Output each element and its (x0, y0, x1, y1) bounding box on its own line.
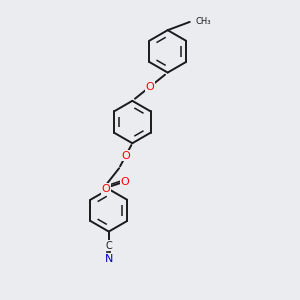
Text: C: C (105, 241, 112, 251)
Text: N: N (105, 254, 113, 264)
Text: CH₃: CH₃ (195, 16, 211, 26)
Text: O: O (146, 82, 154, 92)
Text: O: O (121, 176, 129, 187)
Text: O: O (121, 151, 130, 161)
Text: O: O (101, 184, 110, 194)
